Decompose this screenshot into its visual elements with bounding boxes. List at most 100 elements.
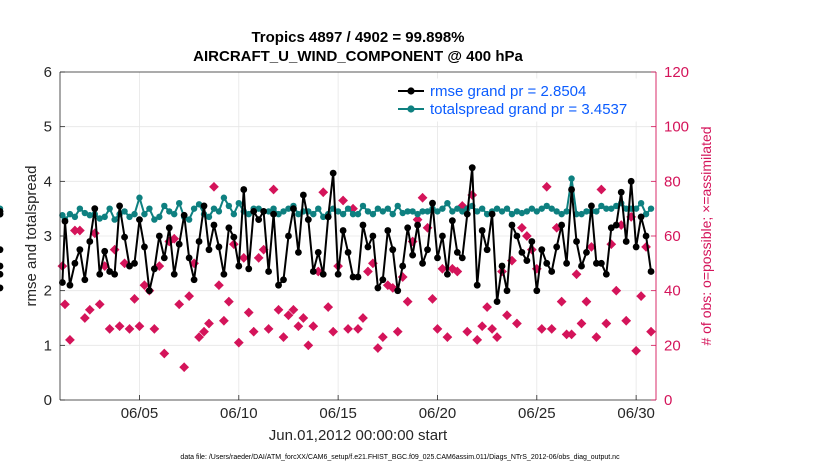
totalspread-point-96	[533, 208, 540, 215]
obs-marker-118	[641, 242, 651, 252]
totalspread-point-38	[245, 210, 252, 218]
totalspread-point-36	[235, 200, 242, 207]
obs-marker-92	[512, 318, 522, 329]
obs-marker-46	[283, 310, 294, 321]
totalspread-point-35	[230, 210, 238, 218]
rmse-point-16	[136, 216, 143, 224]
obs-marker-65	[377, 332, 388, 342]
rmse-point-31	[210, 221, 218, 229]
obs-marker-70	[402, 296, 413, 307]
obs-marker-4	[75, 225, 85, 236]
totalspread-point-19	[151, 216, 158, 223]
obs-marker-97	[536, 324, 547, 334]
obs-marker-86	[482, 302, 492, 312]
rmse-point-65	[379, 276, 387, 284]
totalspread-point-105	[578, 210, 585, 218]
obs-marker-98	[541, 181, 552, 192]
totalspread-point-80	[454, 205, 461, 212]
totalspread-point-63	[369, 210, 377, 218]
y-right-tick-label-3: 60	[664, 228, 681, 245]
totalspread-point-11	[111, 216, 118, 223]
y-right-tick-label-2: 40	[664, 283, 681, 300]
rmse-point-102	[563, 259, 570, 267]
rmse-point-91	[508, 221, 516, 229]
rmse-point-63	[369, 232, 377, 240]
obs-marker-110	[601, 318, 612, 329]
totalspread-point-64	[374, 205, 382, 212]
totalspread-point-118	[642, 210, 650, 218]
totalspread-point-44	[275, 210, 282, 218]
totalspread-point-22	[166, 208, 173, 215]
rmse-point-53	[319, 270, 327, 278]
totalspread-point-34	[225, 202, 233, 210]
obs-marker-1	[60, 299, 70, 310]
totalspread-point-94	[523, 208, 531, 215]
rmse-point-25	[180, 211, 188, 219]
rmse-point-1	[61, 217, 69, 225]
rmse-point-33	[220, 270, 228, 278]
obs-marker-78	[442, 332, 453, 342]
y-tick-label-3: 3	[44, 228, 52, 245]
obs-marker-26	[184, 291, 194, 301]
totalspread-point-70	[404, 208, 411, 215]
rmse-point-54	[324, 213, 332, 221]
totalspread-point-51	[310, 210, 317, 218]
totalspread-point-30	[205, 213, 213, 221]
rmse-point-47	[290, 205, 297, 213]
totalspread-point-72	[414, 210, 421, 218]
rmse-point-18	[146, 287, 153, 295]
totalspread-point-110	[603, 205, 610, 212]
rmse-point-124	[0, 270, 4, 278]
rmse-point-56	[334, 270, 342, 278]
legend: rmse grand pr = 2.8504 totalspread grand…	[395, 78, 655, 122]
rmse-point-11	[111, 270, 119, 278]
totalspread-point-26	[185, 216, 193, 223]
totalspread-point-103	[568, 175, 575, 182]
rmse-point-55	[329, 169, 337, 177]
y-axis-label: rmse and totalspread	[23, 166, 40, 307]
totalspread-point-69	[399, 209, 406, 217]
rmse-point-109	[597, 259, 605, 267]
rmse-point-21	[160, 254, 168, 262]
totalspread-point-68	[394, 202, 401, 210]
y-right-tick-label-5: 100	[664, 119, 689, 136]
totalspread-point-66	[384, 205, 391, 212]
x-tick-label-3: 06/20	[419, 405, 457, 422]
totalspread-point-84	[474, 208, 481, 215]
obs-marker-48	[293, 321, 304, 332]
totalspread-point-23	[171, 210, 178, 218]
rmse-point-82	[463, 210, 471, 218]
obs-marker-106	[581, 296, 592, 307]
totalspread-point-92	[513, 208, 521, 215]
rmse-point-70	[404, 224, 412, 232]
legend-box	[395, 78, 655, 122]
totalspread-point-62	[364, 208, 372, 215]
obs-marker-49	[298, 313, 309, 323]
rmse-point-84	[473, 281, 481, 289]
totalspread-point-58	[344, 205, 352, 212]
rmse-point-3	[71, 259, 79, 267]
y-tick-label-0: 0	[44, 392, 52, 409]
totalspread-point-81	[459, 208, 466, 215]
obs-marker-45	[278, 332, 289, 342]
totalspread-point-112	[613, 202, 620, 210]
rmse-point-92	[513, 232, 521, 240]
obs-assimilated-markers	[58, 181, 656, 373]
rmse-point-89	[498, 262, 506, 270]
rmse-point-17	[141, 243, 148, 251]
totalspread-point-116	[632, 205, 640, 212]
totalspread-point-111	[608, 205, 615, 212]
rmse-point-100	[553, 243, 561, 251]
obs-marker-73	[417, 192, 428, 203]
y-axis-label-right: # of obs: o=possible; ×=assimilated	[698, 126, 714, 345]
totalspread-point-31	[210, 205, 218, 212]
rmse-point-35	[230, 233, 238, 241]
rmse-point-83	[468, 164, 476, 172]
x-tick-label-0: 06/05	[121, 405, 159, 422]
totalspread-series	[0, 175, 655, 223]
obs-marker-50	[303, 340, 314, 351]
rmse-point-58	[344, 249, 352, 256]
rmse-point-4	[76, 246, 84, 254]
totalspread-point-45	[280, 208, 287, 215]
totalspread-point-88	[493, 205, 501, 212]
